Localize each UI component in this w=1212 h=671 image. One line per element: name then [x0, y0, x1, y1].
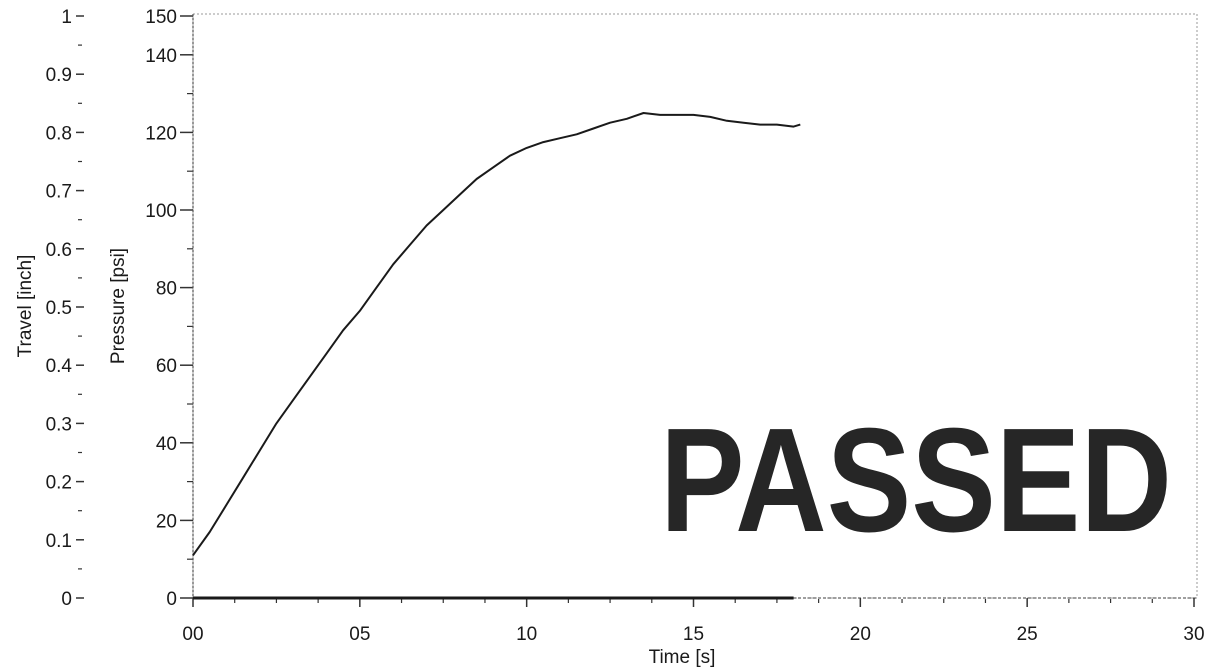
pressure-tick-label: 20 — [156, 511, 177, 532]
travel-tick-label: 0.1 — [46, 531, 72, 552]
pressure-tick-label: 80 — [156, 279, 177, 300]
series-layer — [192, 112, 801, 600]
time-tick-label: 00 — [182, 624, 203, 645]
plot-area — [192, 13, 1198, 599]
pressure-tick-label: 140 — [145, 46, 177, 67]
travel-tick-label: 0.9 — [46, 65, 72, 86]
travel-tick-label: 0.4 — [46, 356, 73, 377]
time-axis: 00 05 10 15 20 25 30 — [182, 597, 1205, 645]
x-axis-title: Time [s] — [649, 647, 716, 668]
travel-tick-label: 0.3 — [46, 414, 72, 435]
travel-tick-label: 0.2 — [46, 473, 72, 494]
pressure-tick-label: 120 — [145, 123, 177, 144]
travel-tick-label: 0.6 — [46, 240, 72, 261]
time-tick-label: 20 — [850, 624, 871, 645]
pressure-tick-label: 150 — [145, 7, 177, 28]
travel-tick-label: 0.5 — [46, 298, 72, 319]
time-tick-label: 25 — [1017, 624, 1038, 645]
time-tick-label: 15 — [683, 624, 704, 645]
pressure-tick-label: 60 — [156, 356, 177, 377]
time-tick-label: 10 — [516, 624, 537, 645]
time-tick-label: 05 — [349, 624, 370, 645]
passed-stamp: PASSED — [660, 398, 1172, 563]
pressure-axis-title: Pressure [psi] — [108, 248, 129, 364]
pressure-tick-label: 40 — [156, 434, 177, 455]
travel-tick-label: 0.8 — [46, 123, 72, 144]
pressure-tick-label: 0 — [166, 589, 177, 610]
travel-axis: 0 0.1 0.2 0.3 0.4 0.5 0.6 0.7 0.8 0.9 1 — [46, 7, 84, 610]
travel-axis-title: Travel [inch] — [15, 255, 36, 358]
pressure-series-line — [192, 112, 801, 556]
travel-tick-label: 0.7 — [46, 182, 72, 203]
travel-tick-label: 0 — [61, 589, 72, 610]
pressure-axis: 0 20 40 60 80 100 120 140 150 — [145, 7, 194, 610]
travel-tick-label: 1 — [61, 7, 72, 28]
pressure-tick-label: 100 — [145, 201, 177, 222]
time-tick-label: 30 — [1183, 624, 1204, 645]
